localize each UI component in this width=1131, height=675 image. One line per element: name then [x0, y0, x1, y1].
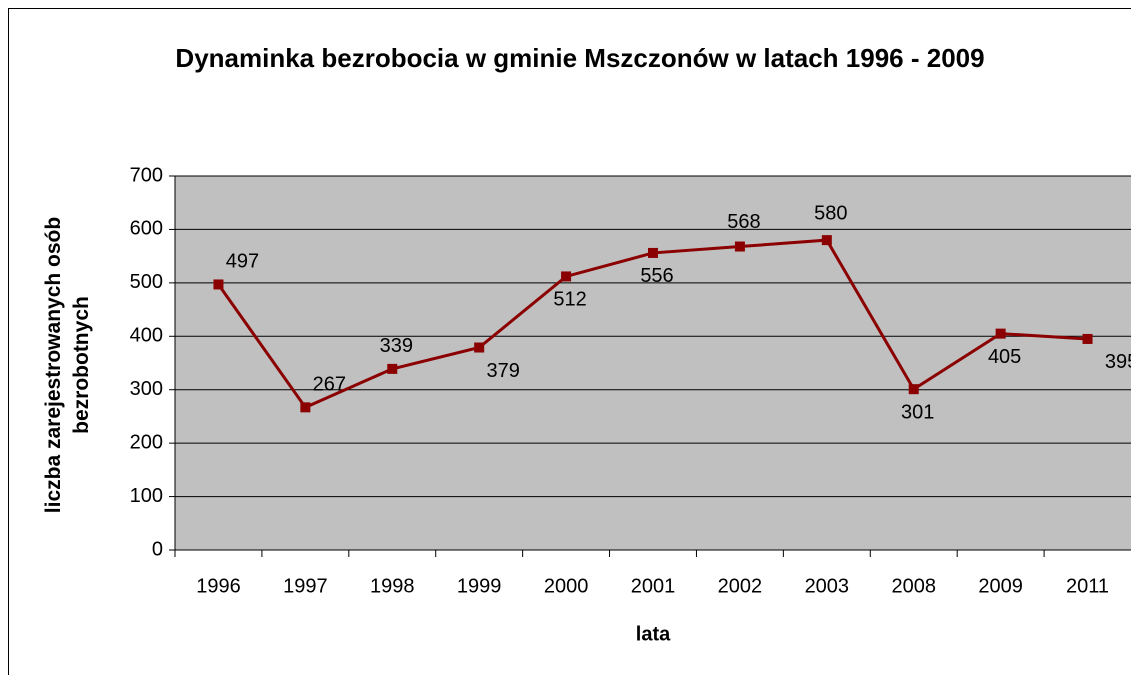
data-label: 339: [380, 335, 413, 357]
marker: [1082, 333, 1093, 344]
marker: [648, 247, 658, 258]
y-tick-label: 400: [130, 325, 163, 347]
y-tick-label: 700: [130, 164, 163, 186]
data-label: 379: [486, 360, 519, 382]
data-label: 580: [814, 202, 847, 224]
x-tick-label: 2009: [978, 575, 1023, 597]
y-tick-label: 500: [130, 271, 163, 293]
marker: [474, 342, 485, 353]
marker: [213, 279, 224, 290]
marker: [387, 363, 398, 374]
y-tick-label: 600: [130, 218, 163, 240]
data-label: 568: [727, 211, 760, 233]
x-tick-label: 2001: [631, 575, 676, 597]
data-label: 512: [553, 289, 586, 311]
data-label: 556: [640, 265, 673, 287]
x-tick-label: 1998: [370, 575, 415, 597]
data-label: 497: [226, 251, 259, 273]
marker: [908, 384, 919, 395]
y-tick-label: 0: [152, 538, 163, 560]
x-tick-label: 1999: [457, 575, 502, 597]
chart-title: Dynaminka bezrobocia w gminie Mszczonów …: [175, 43, 985, 73]
marker: [995, 328, 1006, 339]
x-axis-title: lata: [636, 623, 671, 645]
y-tick-label: 100: [130, 485, 163, 507]
y-tick-label: 300: [130, 378, 163, 400]
x-tick-label: 2011: [1066, 575, 1109, 597]
y-tick-label: 200: [130, 431, 163, 453]
marker: [734, 241, 745, 252]
x-tick-label: 2008: [891, 575, 936, 597]
x-tick-label: 1996: [196, 575, 241, 597]
x-tick-label: 1997: [283, 575, 328, 597]
marker: [821, 235, 832, 246]
data-label: 405: [988, 346, 1021, 368]
x-tick-label: 2002: [718, 575, 763, 597]
data-label: 267: [313, 374, 346, 396]
x-tick-label: 2003: [805, 575, 850, 597]
x-tick-label: 2000: [544, 575, 589, 597]
y-axis-title: liczba zarejestrowanych osób bezrobotnyc…: [42, 216, 93, 514]
marker: [561, 271, 572, 282]
marker: [300, 402, 311, 413]
data-label: 395: [1105, 351, 1131, 373]
data-label: 301: [901, 401, 934, 423]
plot-area: [175, 176, 1131, 550]
